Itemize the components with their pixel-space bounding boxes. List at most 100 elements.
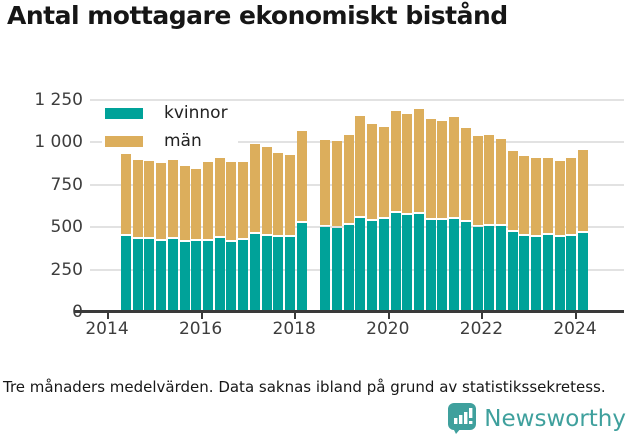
bar-segment-kvinnor (249, 233, 260, 311)
bar-segment-kvinnor (472, 227, 483, 311)
bar-segment-kvinnor (121, 236, 131, 311)
bar-segment-man (296, 131, 307, 221)
x-axis-tick (481, 312, 484, 319)
bar-2021-Q4 (472, 136, 483, 311)
bar-segment-kvinnor (566, 235, 577, 311)
bar-2018-Q1 (296, 131, 307, 311)
bar-segment-kvinnor (414, 214, 424, 311)
bar-segment-man (414, 109, 424, 213)
bar-2019-Q3 (367, 123, 378, 311)
legend-label: kvinnor (164, 103, 228, 123)
bar-segment-man (507, 150, 518, 231)
bar-2017-Q1 (249, 143, 260, 311)
bar-segment-man (226, 161, 237, 241)
bar-segment-man (402, 114, 413, 214)
bar-segment-man (156, 162, 167, 239)
bar-2019-Q2 (355, 115, 366, 311)
bar-segment-man (554, 160, 565, 236)
bar-2016-Q1 (203, 161, 214, 311)
y-axis-tick-label: 750 (50, 174, 83, 195)
bar-segment-man (542, 157, 553, 233)
bar-2020-Q1 (390, 110, 401, 311)
bar-2023-Q4 (566, 157, 577, 311)
legend: kvinnor män (102, 101, 238, 154)
bar-segment-man (285, 154, 296, 236)
bar-2018-Q4 (331, 141, 342, 311)
y-axis-tick-label: 500 (50, 217, 83, 238)
bar-segment-man (378, 127, 389, 218)
bar-2015-Q2 (167, 160, 178, 311)
bar-2024-Q1 (578, 149, 589, 311)
x-axis-tick-label: 2018 (272, 319, 316, 339)
bar-segment-kvinnor (484, 226, 495, 311)
bar-segment-kvinnor (578, 232, 589, 311)
bar-segment-man (331, 141, 342, 226)
bar-2015-Q3 (179, 166, 190, 311)
bar-segment-man (519, 155, 530, 234)
bar-segment-man (449, 116, 460, 218)
bar-segment-man (144, 160, 155, 237)
bar-segment-man (167, 160, 178, 237)
bar-segment-kvinnor (437, 220, 448, 311)
x-axis-labels: 2014 2016 2018 2020 2022 2024 (85, 319, 624, 341)
bar-segment-kvinnor (156, 240, 167, 311)
x-axis-tick-label: 2022 (459, 319, 504, 339)
bar-segment-man (121, 153, 131, 235)
bar-2020-Q2 (402, 114, 413, 311)
bar-segment-man (320, 139, 331, 226)
bar-2022-Q1 (484, 134, 495, 311)
bar-2023-Q1 (531, 157, 542, 311)
legend-item-män: män (105, 132, 228, 151)
bar-2022-Q2 (496, 138, 507, 311)
bar-segment-man (437, 121, 448, 219)
bar-segment-kvinnor (331, 227, 342, 311)
bar-segment-man (496, 138, 507, 225)
legend-label: män (164, 131, 202, 151)
bar-segment-kvinnor (460, 221, 471, 311)
bar-2021-Q3 (460, 127, 471, 311)
x-axis-tick (575, 312, 577, 319)
bar-2023-Q3 (554, 160, 565, 311)
bar-segment-man (460, 127, 471, 220)
bar-segment-kvinnor (273, 237, 284, 311)
bar-segment-man (578, 149, 589, 231)
x-axis-tick-label: 2014 (85, 319, 129, 339)
bar-2021-Q1 (437, 121, 448, 311)
legend-swatch-icon (105, 136, 143, 147)
bar-2016-Q4 (238, 161, 249, 311)
bar-segment-man (484, 134, 495, 225)
bar-segment-man (191, 168, 202, 240)
bar-segment-kvinnor (519, 235, 530, 311)
bar-2015-Q1 (156, 162, 167, 311)
bar-2021-Q2 (449, 116, 460, 311)
bar-2016-Q3 (226, 161, 237, 311)
x-axis-line (74, 310, 624, 313)
bar-2014-Q3 (132, 160, 143, 311)
bar-segment-kvinnor (214, 238, 225, 311)
newsworthy-wordmark: Newsworthy (484, 405, 626, 432)
y-axis-tick-label: 250 (50, 259, 83, 280)
bar-segment-man (531, 157, 542, 236)
bar-segment-kvinnor (449, 219, 460, 311)
x-axis-tick-label: 2020 (366, 319, 410, 339)
legend-swatch-icon (105, 108, 143, 119)
bar-segment-kvinnor (531, 237, 542, 311)
bar-2022-Q4 (519, 155, 530, 311)
bar-segment-kvinnor (191, 241, 202, 311)
bar-segment-man (214, 157, 225, 237)
bar-segment-kvinnor (167, 238, 178, 311)
x-axis-tick-label: 2024 (553, 319, 597, 339)
bar-segment-man (132, 160, 143, 237)
legend-item-kvinnor: kvinnor (105, 104, 228, 123)
bar-2023-Q2 (542, 157, 553, 311)
bar-segment-kvinnor (390, 212, 401, 311)
bar-segment-kvinnor (285, 237, 296, 311)
bar-segment-kvinnor (355, 217, 366, 311)
bar-2020-Q3 (414, 109, 424, 311)
bar-segment-kvinnor (238, 239, 249, 311)
bar-segment-man (238, 161, 249, 238)
bar-segment-man (390, 110, 401, 211)
bar-2022-Q3 (507, 150, 518, 311)
bar-segment-kvinnor (226, 242, 237, 311)
bar-segment-man (261, 146, 272, 234)
